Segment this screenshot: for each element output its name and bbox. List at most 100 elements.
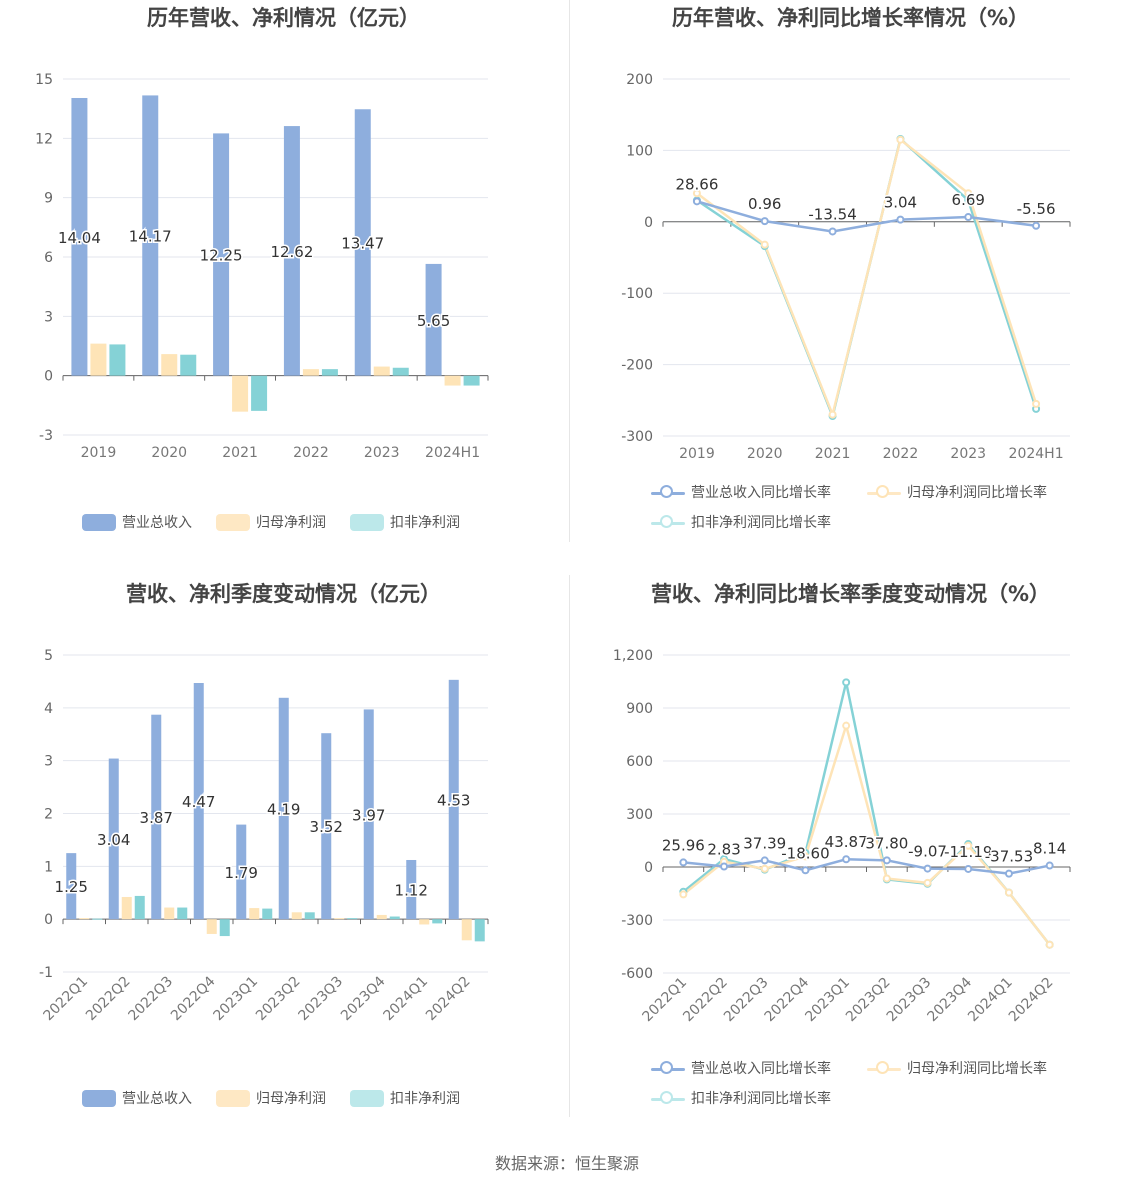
quarterly-growth-panel: 营收、净利同比增长率季度变动情况（%） 1,200 900 600 300 0 -300 -…	[567, 576, 1134, 1152]
data-point	[1032, 221, 1041, 230]
legend-item-net-profit-growth[interactable]: 归母净利润同比增长率	[867, 1058, 1047, 1078]
legend-label: 扣非净利润同比增长率	[691, 1091, 831, 1107]
data-point	[964, 213, 973, 222]
legend-label: 营业总收入	[122, 1091, 192, 1107]
legend-label: 归母净利润同比增长率	[907, 485, 1047, 501]
y-tick-label: -300	[621, 913, 653, 929]
data-point	[760, 856, 769, 865]
x-tick-label: 2023Q1	[802, 975, 853, 1026]
data-label: 1.79	[225, 864, 258, 882]
x-tick-label: 2022Q4	[168, 973, 219, 1024]
data-label: 12.25	[200, 247, 243, 265]
legend-item-deducted-profit[interactable]: 扣非净利润	[350, 512, 460, 532]
legend-swatch-revenue	[82, 513, 116, 531]
data-point	[896, 135, 905, 144]
bar	[109, 344, 126, 376]
bar	[134, 895, 145, 920]
data-point	[679, 858, 688, 867]
bar	[79, 918, 90, 920]
bar	[177, 907, 188, 920]
y-tick-label: 1	[44, 859, 53, 875]
bar	[291, 912, 302, 920]
chart-title: 历年营收、净利同比增长率情况（%）	[671, 6, 1030, 30]
bar	[354, 109, 371, 376]
data-label: 13.47	[341, 234, 384, 252]
bar	[90, 343, 107, 376]
vertical-divider-top	[569, 0, 570, 542]
data-point	[760, 217, 769, 226]
data-label: 6.69	[952, 191, 985, 209]
bar	[108, 758, 119, 920]
legend-item-deducted-profit[interactable]: 扣非净利润	[350, 1088, 460, 1108]
legend-swatch-deducted-profit	[350, 1089, 384, 1107]
y-tick-label: -600	[621, 966, 653, 982]
legend-label: 扣非净利润	[390, 515, 460, 531]
y-tick-label: 0	[44, 369, 53, 385]
annual-bar-chart: 15 12 9 6 3 0 -3 2019 2020 2021 2022 2023 2024H1 14.0…	[35, 72, 489, 461]
bar	[213, 133, 230, 376]
data-label: 14.04	[58, 229, 101, 247]
x-tick-label: 2023Q2	[253, 974, 304, 1025]
legend-label: 扣非净利润同比增长率	[691, 515, 831, 531]
bar	[302, 369, 319, 376]
bar	[463, 375, 480, 386]
data-point	[882, 874, 891, 883]
y-tick-label: 300	[626, 807, 653, 823]
data-point	[964, 196, 973, 205]
bar	[406, 859, 417, 920]
x-tick-label: 2023Q3	[295, 974, 346, 1025]
data-label: 3.87	[140, 809, 173, 827]
chart-title: 营收、净利季度变动情况（亿元）	[126, 582, 441, 606]
x-tick-label: 2023	[950, 446, 986, 462]
legend-item-revenue[interactable]: 营业总收入	[82, 512, 192, 532]
annual-revenue-profit-panel: 历年营收、净利情况（亿元） 15 12 9 6 3 0 -3 2019 2020 2021 2022…	[0, 0, 567, 576]
data-point	[1045, 861, 1054, 870]
legend-item-revenue[interactable]: 营业总收入	[82, 1088, 192, 1108]
bar	[121, 896, 132, 920]
legend-swatch-deducted-profit	[350, 513, 384, 531]
data-label: 25.96	[662, 836, 705, 854]
bar	[474, 919, 485, 942]
data-label: 8.14	[1033, 840, 1066, 858]
series-line	[682, 721, 1051, 946]
bar	[448, 679, 459, 920]
data-label: 3.04	[884, 194, 917, 212]
x-tick-label: 2022Q1	[640, 975, 691, 1026]
x-tick-label: 2024Q1	[965, 975, 1016, 1026]
data-label: 14.17	[129, 228, 172, 246]
bar	[206, 919, 217, 934]
data-point	[828, 410, 837, 419]
data-point	[692, 197, 701, 206]
quarterly-revenue-profit-panel: 营收、净利季度变动情况（亿元） 5 4 3 2 1 0 -1 2022Q1 2022Q2 2022…	[0, 576, 567, 1152]
legend-item-revenue-growth[interactable]: 营业总收入同比增长率	[651, 1058, 831, 1078]
legend-item-deducted-profit-growth[interactable]: 扣非净利润同比增长率	[651, 512, 831, 532]
data-label: -5.56	[1017, 200, 1056, 218]
x-tick-label: 2024Q2	[423, 974, 474, 1025]
data-point	[760, 864, 769, 873]
legend-item-net-profit[interactable]: 归母净利润	[216, 512, 326, 532]
x-tick-label: 2022Q2	[680, 975, 731, 1026]
data-point	[896, 215, 905, 224]
data-label: 3.04	[97, 831, 130, 849]
data-point	[720, 862, 729, 871]
chart-title: 营收、净利同比增长率季度变动情况（%）	[650, 582, 1051, 606]
bar	[461, 919, 472, 941]
x-tick-label: 2024Q2	[1006, 975, 1057, 1026]
y-tick-label: 6	[44, 250, 53, 266]
legend-item-revenue-growth[interactable]: 营业总收入同比增长率	[651, 482, 831, 502]
annual-line-chart: 200 100 0 -100 -200 -300 2019 2020 2021 2022 2023 2…	[621, 72, 1071, 462]
bar	[180, 354, 197, 376]
bar	[373, 366, 390, 376]
legend-item-net-profit-growth[interactable]: 归母净利润同比增长率	[867, 482, 1047, 502]
data-label: 28.66	[675, 175, 718, 193]
y-tick-label: 0	[644, 215, 653, 231]
bar	[262, 908, 273, 920]
legend-item-net-profit[interactable]: 归母净利润	[216, 1088, 326, 1108]
x-tick-label: 2022	[883, 446, 919, 462]
x-tick-label: 2024H1	[1009, 446, 1064, 462]
legend-item-deducted-profit-growth[interactable]: 扣非净利润同比增长率	[651, 1088, 831, 1108]
x-tick-label: 2022Q3	[721, 975, 772, 1026]
data-label: 37.39	[743, 834, 786, 852]
bar	[425, 263, 442, 376]
quarterly-line-chart: 1,200 900 600 300 0 -300 -6002022Q12022Q22022Q…	[613, 648, 1071, 1026]
